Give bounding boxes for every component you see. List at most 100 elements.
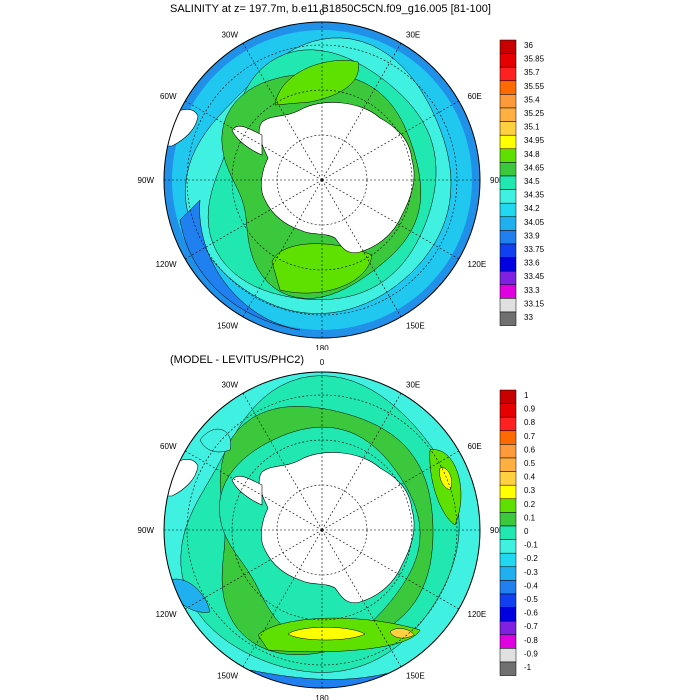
- colorbar-label: 33.3: [524, 286, 540, 295]
- colorbar-label: -0.1: [524, 541, 538, 550]
- colorbar-label: 36: [524, 41, 533, 50]
- longitude-label: 150E: [406, 322, 425, 331]
- colorbar-label: 0.5: [524, 459, 536, 468]
- colorbar-swatch: [499, 121, 517, 136]
- colorbar-swatch: [499, 107, 517, 122]
- colorbar-swatch: [499, 552, 517, 568]
- colorbar-swatch: [499, 593, 517, 608]
- longitude-label: 0: [320, 358, 325, 367]
- colorbar-label: 34.2: [524, 204, 540, 213]
- longitude-label: 90E: [490, 526, 504, 535]
- colorbar-label: 35.55: [524, 82, 545, 91]
- colorbar-label: 0.6: [524, 445, 536, 454]
- colorbar-label: 33.6: [524, 259, 540, 268]
- panel-title-salinity: SALINITY at z= 197.7m, b.e11.B1850C5CN.f…: [170, 3, 491, 15]
- colorbar-swatch: [499, 661, 517, 676]
- colorbar-label: 33.75: [524, 245, 545, 254]
- longitude-label: 60W: [160, 92, 177, 101]
- map-field: [164, 22, 480, 338]
- colorbar-label: 0.3: [524, 486, 536, 495]
- colorbar-label: 35.1: [524, 123, 540, 132]
- longitude-label: 30E: [406, 381, 420, 390]
- panel-title-difference: (MODEL - LEVITUS/PHC2): [170, 354, 305, 366]
- map-field: [164, 372, 480, 688]
- colorbar-swatch: [499, 607, 517, 622]
- longitude-label: 150W: [217, 322, 238, 331]
- colorbar-swatch: [499, 134, 517, 150]
- colorbar-swatch: [499, 484, 517, 500]
- colorbar-label: 34.05: [524, 218, 545, 227]
- colorbar-label: -0.6: [524, 609, 538, 618]
- colorbar-label: 33: [524, 313, 533, 322]
- difference-map-panel: 0 30E 60E 90E 120E 150E 180 150W 120W 90W 60W 30W 1 0…: [138, 358, 539, 700]
- longitude-label: 90W: [138, 526, 155, 535]
- colorbar-swatch: [499, 175, 517, 190]
- longitude-label: 60E: [468, 442, 482, 451]
- longitude-label: 120E: [468, 610, 487, 619]
- colorbar-label: 33.9: [524, 231, 540, 240]
- colorbar-swatch: [499, 311, 517, 326]
- longitude-label: 120E: [468, 260, 487, 269]
- colorbar-label: 34.35: [524, 191, 545, 200]
- colorbar-label: -0.8: [524, 636, 538, 645]
- colorbar-swatch: [499, 457, 517, 472]
- colorbar-label: 34.8: [524, 150, 540, 159]
- colorbar-swatch: [499, 498, 517, 513]
- colorbar-swatch: [499, 189, 517, 204]
- longitude-label: 90W: [138, 176, 155, 185]
- colorbar-label: -0.2: [524, 554, 538, 563]
- colorbar-swatch: [499, 39, 517, 54]
- colorbar-swatch: [499, 634, 517, 649]
- colorbar-label: 0.7: [524, 432, 536, 441]
- colorbar-swatch: [499, 66, 517, 82]
- colorbar-swatch: [499, 430, 517, 445]
- colorbar-label: 0.9: [524, 405, 536, 414]
- longitude-label: 30W: [222, 31, 239, 40]
- colorbar-swatch: [499, 216, 517, 231]
- colorbar-label: -0.4: [524, 581, 538, 590]
- colorbar-label: 0.8: [524, 418, 536, 427]
- colorbar-swatch: [499, 162, 517, 177]
- colorbar-label: -0.7: [524, 622, 538, 631]
- longitude-label: 180: [315, 694, 329, 700]
- colorbar-label: 34.5: [524, 177, 540, 186]
- longitude-label: 90E: [490, 176, 504, 185]
- colorbar-swatch: [499, 566, 517, 581]
- colorbar-label: -0.3: [524, 568, 538, 577]
- longitude-label: 150W: [217, 672, 238, 681]
- colorbar-swatch: [499, 298, 517, 313]
- colorbar-label: -0.9: [524, 649, 538, 658]
- longitude-label: 180: [315, 344, 329, 350]
- colorbar-swatch: [499, 620, 517, 636]
- colorbar-label: 34.65: [524, 163, 545, 172]
- colorbar-swatch: [499, 257, 517, 272]
- colorbar-swatch: [499, 580, 517, 595]
- salinity-map-panel: 0 30E 60E 90E 120E 150E 180 150W 120W 90W 60W 30W 36…: [138, 8, 545, 350]
- colorbar-swatch: [499, 80, 517, 95]
- colorbar-swatch: [499, 471, 517, 486]
- map-border: [163, 371, 481, 689]
- colorbar-label: 35.7: [524, 68, 540, 77]
- colorbar-label: 0: [524, 527, 529, 536]
- colorbar-swatch: [499, 539, 517, 554]
- longitude-label: 120W: [156, 610, 177, 619]
- colorbar-swatch: [499, 230, 517, 245]
- colorbar-label: 34.95: [524, 136, 545, 145]
- colorbar-swatch: [499, 270, 517, 286]
- colorbar-swatch: [499, 648, 517, 663]
- longitude-label: 60E: [468, 92, 482, 101]
- colorbar-label: 0.2: [524, 500, 536, 509]
- colorbar-swatch: [499, 148, 517, 163]
- colorbar-swatch: [499, 389, 517, 404]
- colorbar-swatch: [499, 444, 517, 459]
- colorbar-swatch: [499, 525, 517, 540]
- colorbar-label: -1: [524, 663, 532, 672]
- colorbar-swatch: [499, 284, 517, 299]
- colorbar-label: 33.15: [524, 299, 545, 308]
- colorbar-label: 1: [524, 391, 529, 400]
- colorbar-swatch: [499, 403, 517, 418]
- colorbar-label: 35.85: [524, 55, 545, 64]
- colorbar-label: 33.45: [524, 272, 545, 281]
- longitude-label: 0: [320, 8, 325, 17]
- longitude-label: 120W: [156, 260, 177, 269]
